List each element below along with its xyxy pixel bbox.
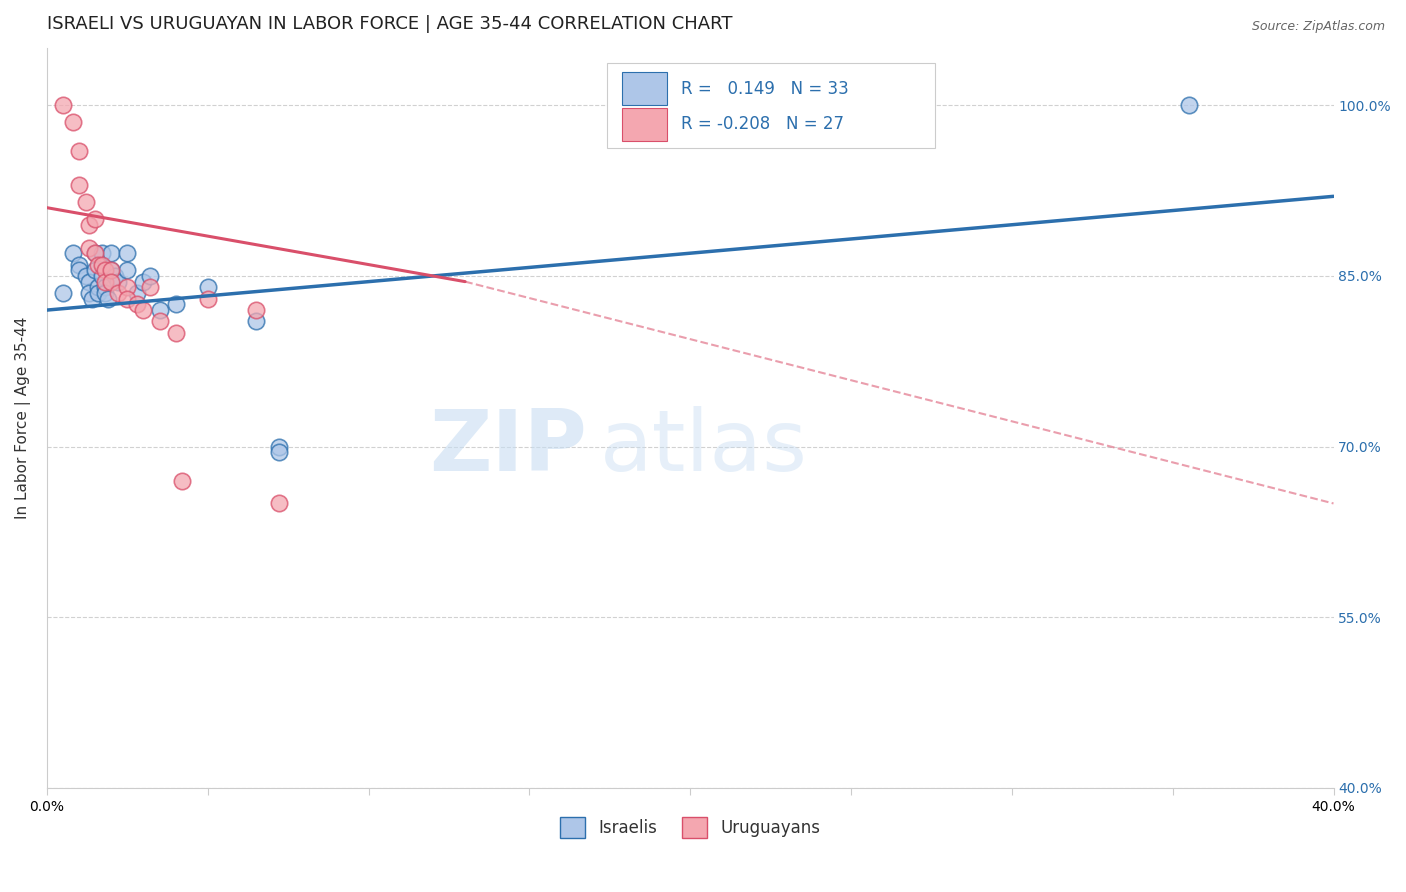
- Point: [132, 303, 155, 318]
- Point: [77, 275, 100, 289]
- Point: [117, 246, 139, 260]
- Point: [62, 115, 84, 129]
- Point: [165, 326, 187, 340]
- Point: [67, 258, 90, 272]
- FancyBboxPatch shape: [621, 108, 666, 141]
- Point: [90, 268, 112, 283]
- Text: R =   0.149   N = 33: R = 0.149 N = 33: [682, 79, 849, 98]
- Point: [1178, 98, 1201, 112]
- Point: [97, 292, 120, 306]
- Point: [100, 263, 122, 277]
- Point: [125, 297, 148, 311]
- Point: [52, 285, 75, 300]
- Point: [165, 297, 187, 311]
- Point: [94, 275, 117, 289]
- Point: [90, 258, 112, 272]
- Y-axis label: In Labor Force | Age 35-44: In Labor Force | Age 35-44: [15, 317, 31, 519]
- Point: [139, 268, 162, 283]
- Text: ISRAELI VS URUGUAYAN IN LABOR FORCE | AGE 35-44 CORRELATION CHART: ISRAELI VS URUGUAYAN IN LABOR FORCE | AG…: [46, 15, 733, 33]
- Point: [117, 292, 139, 306]
- Point: [267, 445, 290, 459]
- Point: [197, 292, 219, 306]
- Point: [75, 194, 97, 209]
- Point: [94, 280, 117, 294]
- Point: [197, 280, 219, 294]
- Point: [87, 285, 110, 300]
- Text: ZIP: ZIP: [430, 406, 588, 489]
- Point: [94, 285, 117, 300]
- Point: [100, 275, 122, 289]
- Point: [80, 292, 103, 306]
- Point: [100, 263, 122, 277]
- Point: [67, 263, 90, 277]
- Point: [67, 178, 90, 192]
- Point: [67, 144, 90, 158]
- Point: [267, 440, 290, 454]
- Point: [245, 314, 267, 328]
- Point: [87, 280, 110, 294]
- Legend: Israelis, Uruguayans: Israelis, Uruguayans: [551, 809, 830, 846]
- Point: [245, 303, 267, 318]
- Point: [52, 98, 75, 112]
- Point: [75, 268, 97, 283]
- Point: [100, 246, 122, 260]
- Point: [267, 496, 290, 510]
- Point: [125, 285, 148, 300]
- Point: [148, 303, 170, 318]
- Text: Source: ZipAtlas.com: Source: ZipAtlas.com: [1251, 20, 1385, 33]
- Point: [84, 212, 107, 227]
- Point: [77, 218, 100, 232]
- Point: [84, 246, 107, 260]
- Point: [170, 474, 193, 488]
- Point: [132, 275, 155, 289]
- Text: R = -0.208   N = 27: R = -0.208 N = 27: [682, 115, 844, 134]
- FancyBboxPatch shape: [606, 63, 935, 148]
- Point: [148, 314, 170, 328]
- Point: [117, 280, 139, 294]
- Point: [94, 263, 117, 277]
- Point: [107, 285, 129, 300]
- FancyBboxPatch shape: [621, 72, 666, 105]
- Point: [139, 280, 162, 294]
- Point: [117, 263, 139, 277]
- Point: [107, 275, 129, 289]
- Point: [84, 246, 107, 260]
- Point: [90, 246, 112, 260]
- Text: atlas: atlas: [600, 406, 808, 489]
- Point: [103, 268, 125, 283]
- Point: [77, 285, 100, 300]
- Point: [62, 246, 84, 260]
- Point: [77, 240, 100, 254]
- Point: [87, 258, 110, 272]
- Point: [84, 263, 107, 277]
